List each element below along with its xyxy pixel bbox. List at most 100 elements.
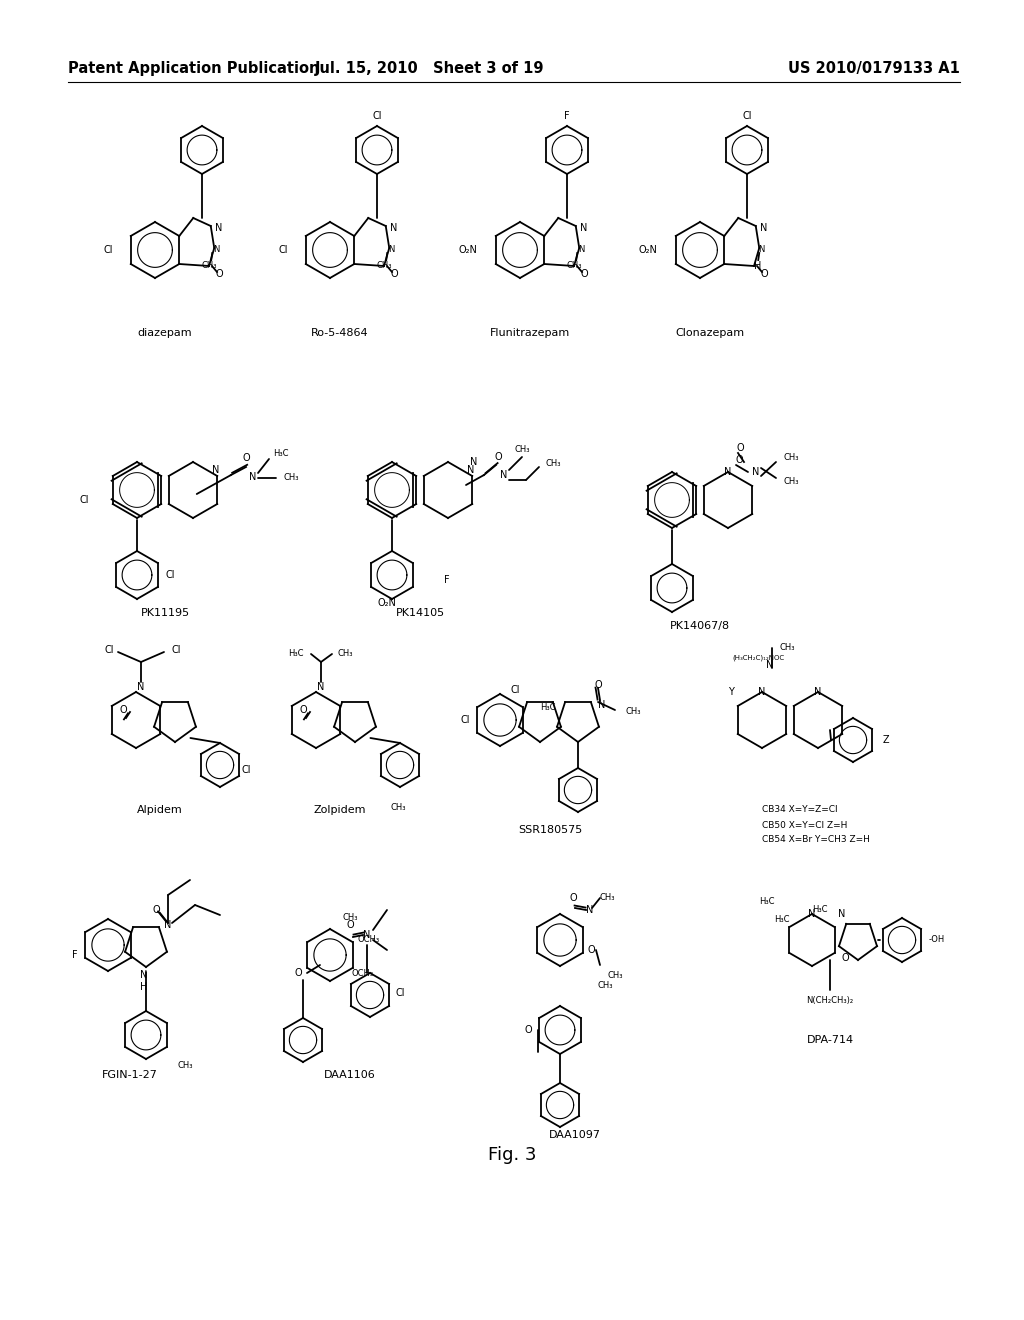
Text: F: F — [73, 950, 78, 960]
Text: O₂N: O₂N — [639, 246, 657, 255]
Text: N: N — [213, 246, 219, 255]
Text: CB34 X=Y=Z=Cl: CB34 X=Y=Z=Cl — [762, 805, 838, 814]
Text: CH₃: CH₃ — [202, 261, 217, 271]
Text: Cl: Cl — [104, 645, 114, 655]
Text: O: O — [390, 269, 397, 279]
Text: N: N — [598, 700, 605, 710]
Text: Y: Y — [728, 686, 734, 697]
Text: O: O — [299, 705, 307, 715]
Text: O: O — [581, 269, 588, 279]
Text: H₃C: H₃C — [812, 906, 827, 915]
Text: Flunitrazepam: Flunitrazepam — [489, 327, 570, 338]
Text: CH₃: CH₃ — [780, 644, 796, 652]
Text: O: O — [294, 968, 302, 978]
Text: N: N — [814, 686, 821, 697]
Text: Patent Application Publication: Patent Application Publication — [68, 61, 319, 75]
Text: SSR180575: SSR180575 — [518, 825, 582, 836]
Text: H₃C: H₃C — [774, 916, 790, 924]
Text: O: O — [524, 1026, 532, 1035]
Text: DAA1106: DAA1106 — [325, 1071, 376, 1080]
Text: N(CH₂CH₃)₂: N(CH₂CH₃)₂ — [807, 995, 854, 1005]
Text: N: N — [215, 223, 222, 234]
Text: O: O — [588, 945, 596, 954]
Text: CH₃: CH₃ — [390, 804, 406, 813]
Text: O: O — [594, 680, 602, 690]
Text: OCH₃: OCH₃ — [352, 969, 374, 978]
Text: N: N — [758, 246, 765, 255]
Text: Cl: Cl — [510, 685, 520, 696]
Text: N: N — [364, 931, 371, 940]
Text: H: H — [140, 982, 147, 993]
Text: Ro-5-4864: Ro-5-4864 — [311, 327, 369, 338]
Text: CH₃: CH₃ — [598, 981, 613, 990]
Text: Jul. 15, 2010   Sheet 3 of 19: Jul. 15, 2010 Sheet 3 of 19 — [315, 61, 545, 75]
Text: CH₃: CH₃ — [625, 708, 640, 717]
Text: N: N — [753, 467, 760, 477]
Text: H: H — [754, 261, 761, 271]
Text: Cl: Cl — [103, 246, 113, 255]
Text: O: O — [120, 705, 127, 715]
Text: H₃C: H₃C — [760, 898, 775, 907]
Text: DAA1097: DAA1097 — [549, 1130, 601, 1140]
Text: N: N — [579, 246, 585, 255]
Text: N: N — [137, 682, 144, 692]
Text: Cl: Cl — [165, 570, 174, 579]
Text: O: O — [243, 453, 250, 463]
Text: N: N — [388, 246, 394, 255]
Text: H₃C: H₃C — [541, 704, 556, 713]
Text: N: N — [470, 457, 477, 467]
Text: OCH₃: OCH₃ — [358, 936, 380, 945]
Text: N: N — [766, 660, 774, 671]
Text: Cl: Cl — [373, 111, 382, 121]
Text: Cl: Cl — [461, 715, 470, 725]
Text: O: O — [495, 451, 502, 462]
Text: Cl: Cl — [171, 645, 180, 655]
Text: O: O — [215, 269, 223, 279]
Text: (H₃CH₂C)₁₂NOC: (H₃CH₂C)₁₂NOC — [732, 655, 784, 661]
Text: CB54 X=Br Y=CH3 Z=H: CB54 X=Br Y=CH3 Z=H — [762, 836, 869, 845]
Text: N: N — [808, 909, 816, 919]
Text: Fig. 3: Fig. 3 — [487, 1146, 537, 1164]
Text: Cl: Cl — [80, 495, 89, 506]
Text: N: N — [140, 970, 147, 979]
Text: Zolpidem: Zolpidem — [313, 805, 367, 814]
Text: N: N — [467, 465, 475, 475]
Text: PK14067/8: PK14067/8 — [670, 620, 730, 631]
Text: F: F — [444, 576, 450, 585]
Text: Cl: Cl — [279, 246, 288, 255]
Text: N: N — [249, 473, 257, 482]
Text: DPA-714: DPA-714 — [807, 1035, 854, 1045]
Text: N: N — [724, 467, 732, 477]
Text: CH₃: CH₃ — [514, 446, 529, 454]
Text: Z: Z — [883, 735, 890, 744]
Text: N: N — [317, 682, 325, 692]
Text: US 2010/0179133 A1: US 2010/0179133 A1 — [788, 61, 961, 75]
Text: CB50 X=Y=Cl Z=H: CB50 X=Y=Cl Z=H — [762, 821, 848, 829]
Text: H₃C: H₃C — [289, 649, 304, 659]
Text: N: N — [759, 686, 766, 697]
Text: CH₃: CH₃ — [338, 649, 353, 659]
Text: FGIN-1-27: FGIN-1-27 — [102, 1071, 158, 1080]
Text: PK14105: PK14105 — [395, 609, 444, 618]
Text: CH₃: CH₃ — [784, 454, 800, 462]
Text: O: O — [153, 906, 160, 915]
Text: N: N — [760, 223, 767, 234]
Text: -OH: -OH — [929, 936, 945, 945]
Text: O₂N: O₂N — [378, 598, 396, 609]
Text: CH₃: CH₃ — [177, 1060, 193, 1069]
Text: N: N — [501, 470, 508, 480]
Text: N: N — [164, 920, 172, 931]
Text: N: N — [212, 465, 220, 475]
Text: O: O — [760, 269, 768, 279]
Text: Cl: Cl — [242, 766, 252, 775]
Text: O₂N: O₂N — [459, 246, 478, 255]
Text: O: O — [736, 444, 743, 453]
Text: Alpidem: Alpidem — [137, 805, 183, 814]
Text: N: N — [580, 223, 588, 234]
Text: CH₃: CH₃ — [377, 261, 392, 271]
Text: Cl: Cl — [395, 987, 404, 998]
Text: CH₃: CH₃ — [566, 261, 582, 271]
Text: Cl: Cl — [742, 111, 752, 121]
Text: F: F — [564, 111, 569, 121]
Text: O: O — [841, 953, 849, 964]
